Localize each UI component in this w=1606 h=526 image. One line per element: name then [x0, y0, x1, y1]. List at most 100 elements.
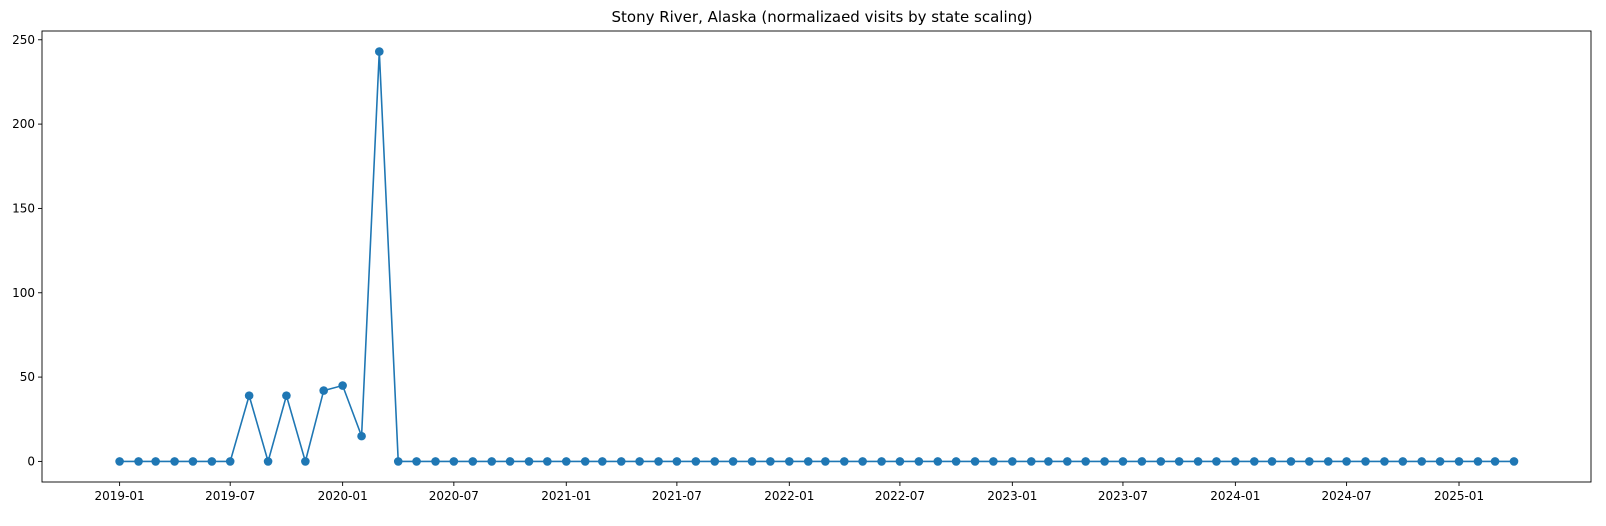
data-point [1323, 457, 1333, 466]
data-point [728, 457, 738, 466]
data-point [1398, 457, 1408, 466]
x-tick-label: 2024-01 [1210, 489, 1260, 503]
data-point [468, 457, 478, 466]
data-point [1100, 457, 1109, 466]
data-point [1380, 457, 1389, 466]
data-point [1212, 457, 1221, 466]
data-point [374, 47, 384, 56]
data-point [989, 457, 998, 466]
y-tick-label: 100 [12, 286, 35, 300]
data-point [134, 457, 143, 466]
data-point [821, 457, 830, 466]
chart-title: Stony River, Alaska (normalizaed visits … [611, 8, 1032, 26]
data-point [1417, 457, 1427, 466]
x-tick-label: 2021-07 [652, 489, 702, 503]
data-point [412, 457, 421, 466]
data-point [1026, 457, 1036, 466]
data-point [1081, 457, 1090, 466]
data-point [654, 457, 663, 466]
data-point [1008, 457, 1017, 466]
data-point [115, 457, 124, 466]
plot-area [115, 47, 1519, 466]
data-point [785, 457, 794, 466]
data-point [301, 457, 310, 466]
data-point [449, 457, 459, 466]
data-point [1250, 457, 1259, 466]
x-tick-label: 2020-01 [318, 489, 368, 503]
data-point [207, 457, 217, 466]
data-point [766, 457, 775, 466]
data-point [635, 457, 644, 466]
series-line [119, 51, 1515, 465]
data-point [357, 431, 366, 441]
data-point [282, 391, 291, 400]
x-tick-label: 2023-07 [1098, 489, 1148, 503]
y-tick-label: 50 [20, 370, 35, 384]
data-point [1305, 457, 1314, 466]
data-point [747, 457, 757, 466]
data-point [338, 381, 347, 390]
data-point [691, 457, 701, 466]
data-point [840, 457, 849, 466]
data-point [244, 391, 254, 400]
y-tick-label: 200 [12, 117, 35, 131]
x-axis: 2019-01 2019-07 2020-01 2020-07 2021-01 2021-… [95, 482, 1484, 503]
data-point [1137, 457, 1147, 466]
data-point [895, 457, 905, 466]
data-point [1286, 457, 1296, 466]
data-point [393, 457, 403, 466]
data-point [877, 457, 886, 466]
data-point [598, 457, 607, 466]
data-point [1193, 457, 1203, 466]
x-tick-label: 2024-07 [1322, 489, 1372, 503]
data-point [263, 457, 273, 466]
data-point [1342, 457, 1351, 466]
y-tick-label: 150 [12, 201, 35, 215]
x-tick-label: 2019-07 [205, 489, 255, 503]
y-axis: 0 50 100 150 200 250 [12, 33, 42, 468]
x-tick-label: 2021-01 [541, 489, 591, 503]
data-point [431, 457, 440, 466]
data-point [1044, 457, 1053, 466]
data-point [1361, 457, 1370, 466]
axes-frame [41, 30, 1592, 483]
data-point [1063, 457, 1072, 466]
data-point [1509, 457, 1519, 466]
data-point [1473, 457, 1483, 466]
series-markers [115, 47, 1519, 466]
data-point [858, 457, 867, 466]
data-point [524, 457, 534, 466]
y-tick-label: 0 [27, 454, 35, 468]
x-tick-label: 2023-01 [987, 489, 1037, 503]
data-point [188, 457, 198, 466]
x-tick-label: 2019-01 [95, 489, 145, 503]
data-point [803, 457, 813, 466]
data-point [151, 457, 160, 466]
data-point [672, 457, 682, 466]
data-point [1174, 457, 1184, 466]
data-point [1435, 457, 1445, 466]
y-tick-label: 250 [12, 33, 35, 47]
data-point [1231, 457, 1240, 466]
data-point [1156, 457, 1166, 466]
data-point [170, 457, 179, 466]
x-tick-label: 2022-07 [875, 489, 925, 503]
data-point [225, 457, 235, 466]
data-point [616, 457, 626, 466]
data-point [970, 457, 980, 466]
data-point [914, 457, 924, 466]
data-point [505, 457, 515, 466]
data-point [951, 457, 961, 466]
data-point [319, 386, 328, 395]
data-point [487, 457, 497, 466]
x-tick-label: 2022-01 [764, 489, 814, 503]
data-point [1454, 457, 1464, 466]
data-point [1490, 457, 1500, 466]
data-point [1267, 457, 1277, 466]
data-point [710, 457, 720, 466]
data-point [543, 457, 552, 466]
data-point [933, 457, 943, 466]
data-point [561, 457, 571, 466]
x-tick-label: 2020-07 [429, 489, 479, 503]
